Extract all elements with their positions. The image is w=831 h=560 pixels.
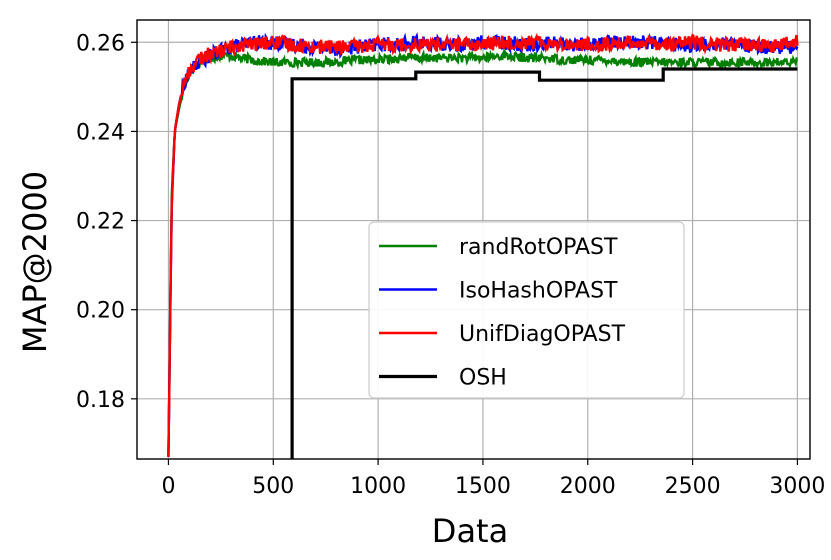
y-tick-label: 0.26	[76, 31, 125, 56]
series-line-randRotOPAST	[167, 47, 798, 457]
x-tick-label: 500	[252, 474, 294, 499]
x-tick-label: 2000	[560, 474, 616, 499]
y-tick-label: 0.22	[76, 210, 125, 235]
legend-box	[368, 221, 685, 399]
legend: randRotOPAST IsoHashOPAST UnifDiagOPAST OSH	[368, 221, 685, 399]
y-tick-label: 0.18	[76, 388, 125, 413]
x-tick-label: 0	[161, 474, 175, 499]
x-tick-label: 1000	[350, 474, 406, 499]
x-tick-label: 3000	[769, 474, 825, 499]
series-lines	[167, 31, 799, 459]
x-axis-label: Data	[432, 512, 508, 550]
y-axis-label: MAP@2000	[16, 171, 54, 353]
y-tick-labels: 0.18 0.20 0.22 0.24 0.26	[76, 31, 125, 413]
x-tick-labels: 0 500 1000 1500 2000 2500 3000	[161, 474, 825, 499]
y-tick-label: 0.20	[76, 299, 125, 324]
plot-frame	[136, 19, 811, 460]
x-tick-label: 2500	[665, 474, 721, 499]
series-line-OSH	[290, 67, 798, 459]
legend-label: randRotOPAST	[459, 235, 618, 260]
x-tick-label: 1500	[455, 474, 511, 499]
tick-marks	[131, 41, 799, 465]
legend-label: UnifDiagOPAST	[459, 322, 626, 347]
legend-label: OSH	[459, 366, 507, 391]
series-line-UnifDiagOPAST	[167, 32, 799, 457]
y-tick-label: 0.24	[76, 120, 125, 145]
legend-label: IsoHashOPAST	[459, 279, 618, 304]
